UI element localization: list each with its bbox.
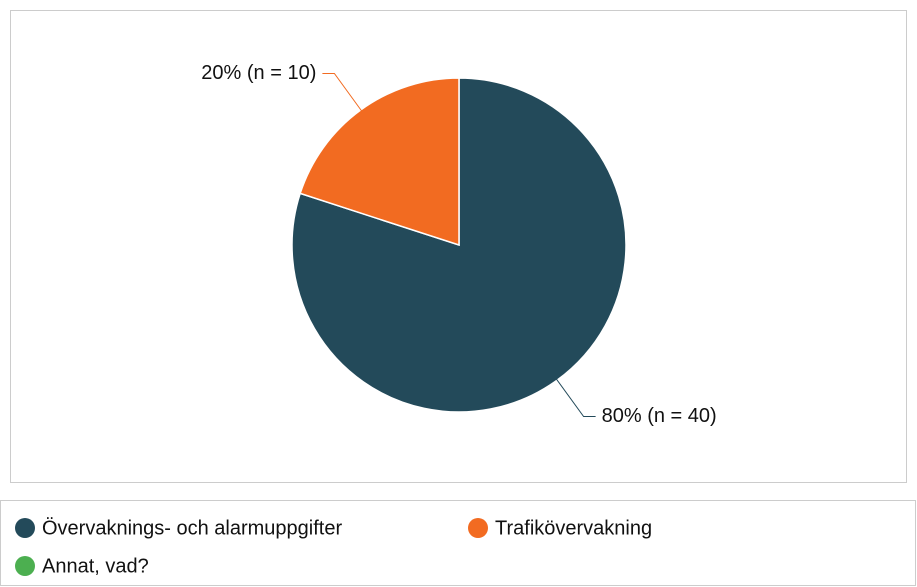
legend-frame — [0, 500, 916, 586]
legend-label: Annat, vad? — [42, 555, 149, 577]
legend-swatch — [15, 518, 35, 538]
leader-line — [322, 72, 363, 112]
legend-label: Övervaknings- och alarmuppgifter — [42, 517, 342, 539]
legend-swatch — [468, 518, 488, 538]
legend-swatch — [15, 556, 35, 576]
leader-line — [555, 378, 596, 418]
data-label: 20% (n = 10) — [201, 62, 316, 84]
data-label: 80% (n = 40) — [602, 405, 717, 427]
legend-label: Trafikövervakning — [495, 517, 652, 539]
